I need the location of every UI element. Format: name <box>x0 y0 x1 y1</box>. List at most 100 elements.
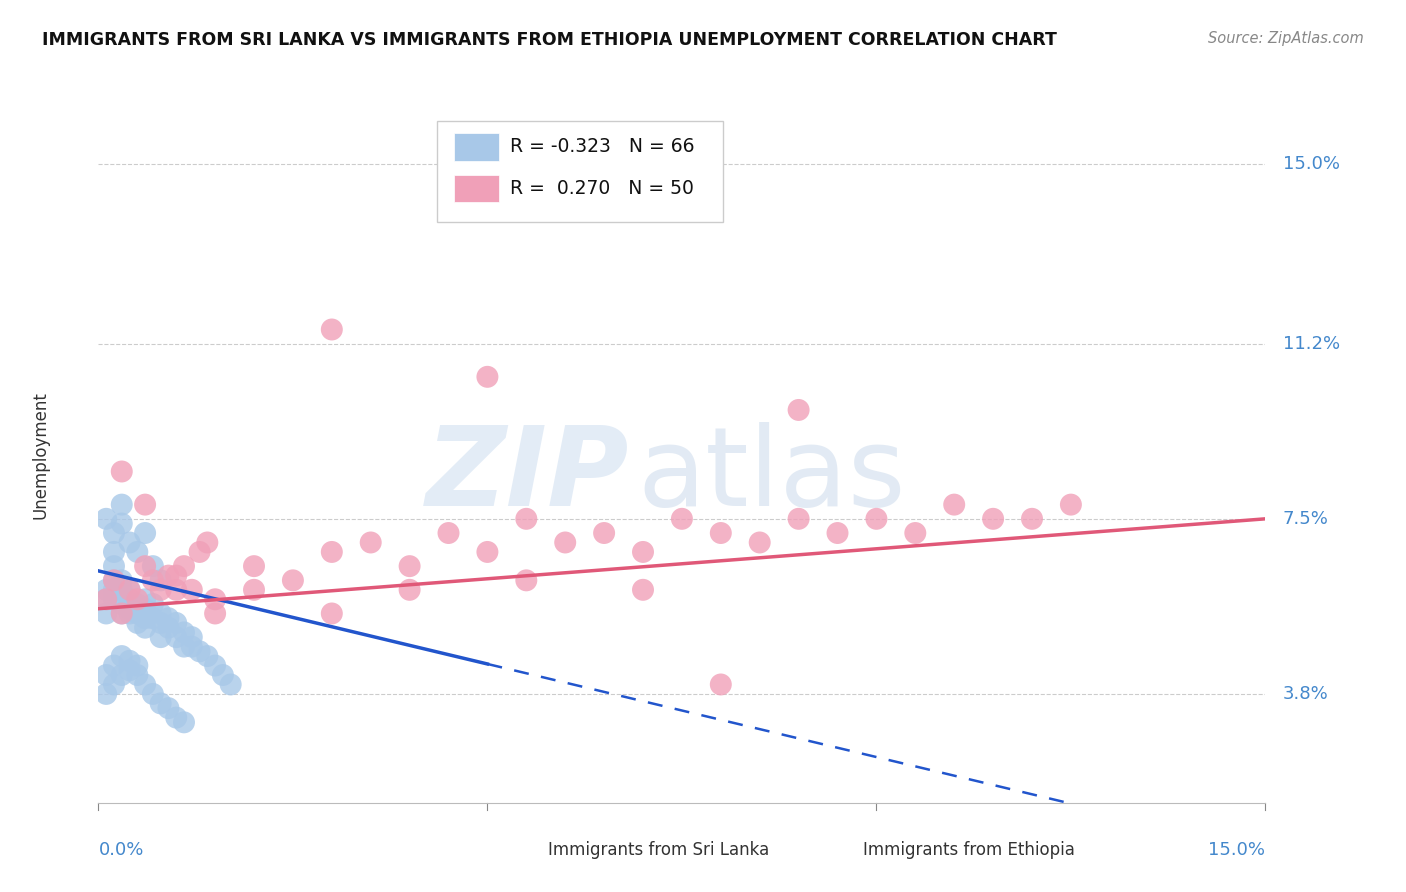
Point <box>165 710 187 724</box>
Point <box>149 574 172 588</box>
Point <box>904 526 927 541</box>
Point <box>96 687 118 701</box>
Point <box>127 668 149 682</box>
Point <box>96 607 118 621</box>
Text: R =  0.270   N = 50: R = 0.270 N = 50 <box>510 179 695 198</box>
Point <box>321 607 343 621</box>
Text: 15.0%: 15.0% <box>1282 155 1340 173</box>
Point <box>134 559 156 574</box>
Point <box>127 607 149 621</box>
Point <box>118 582 141 597</box>
Point <box>111 574 134 588</box>
Point <box>103 658 125 673</box>
Point <box>204 592 226 607</box>
Point <box>165 582 187 597</box>
Point <box>321 545 343 559</box>
Point <box>142 687 165 701</box>
Point <box>173 559 195 574</box>
FancyBboxPatch shape <box>454 175 499 202</box>
Point <box>827 526 849 541</box>
Point <box>134 592 156 607</box>
Point <box>157 568 180 582</box>
Point <box>1060 498 1083 512</box>
Point <box>127 658 149 673</box>
Point <box>943 498 966 512</box>
Point <box>593 526 616 541</box>
Point <box>142 559 165 574</box>
Point <box>96 592 118 607</box>
Text: Immigrants from Ethiopia: Immigrants from Ethiopia <box>863 841 1074 859</box>
Text: Immigrants from Sri Lanka: Immigrants from Sri Lanka <box>548 841 769 859</box>
FancyBboxPatch shape <box>815 840 851 860</box>
FancyBboxPatch shape <box>437 121 723 222</box>
Point <box>165 615 187 630</box>
Point <box>157 621 180 635</box>
Point <box>134 601 156 615</box>
Point <box>173 625 195 640</box>
Point <box>321 322 343 336</box>
Point <box>398 559 420 574</box>
Point <box>103 592 125 607</box>
Point <box>180 640 202 654</box>
Point <box>188 545 211 559</box>
Point <box>127 615 149 630</box>
Point <box>554 535 576 549</box>
Point <box>134 621 156 635</box>
Point <box>103 559 125 574</box>
Point <box>165 630 187 644</box>
Point <box>748 535 770 549</box>
Point <box>134 498 156 512</box>
Point <box>787 403 810 417</box>
Text: R = -0.323   N = 66: R = -0.323 N = 66 <box>510 137 695 156</box>
Point <box>103 574 125 588</box>
FancyBboxPatch shape <box>501 840 536 860</box>
Point <box>243 559 266 574</box>
Point <box>103 545 125 559</box>
Point <box>477 369 499 384</box>
Point <box>96 668 118 682</box>
Point <box>173 640 195 654</box>
Point <box>398 582 420 597</box>
Point <box>96 582 118 597</box>
Point <box>111 582 134 597</box>
Point <box>157 701 180 715</box>
Point <box>671 512 693 526</box>
Point <box>96 512 118 526</box>
Point <box>188 644 211 658</box>
Text: Source: ZipAtlas.com: Source: ZipAtlas.com <box>1208 31 1364 46</box>
Point <box>111 607 134 621</box>
Text: ZIP: ZIP <box>426 422 630 529</box>
Point <box>142 597 165 611</box>
Point <box>360 535 382 549</box>
FancyBboxPatch shape <box>454 133 499 161</box>
Point <box>195 535 218 549</box>
Point <box>149 582 172 597</box>
Point <box>437 526 460 541</box>
Point <box>134 611 156 625</box>
Point <box>865 512 887 526</box>
Point <box>118 663 141 677</box>
Point <box>134 526 156 541</box>
Point <box>173 715 195 730</box>
Point <box>1021 512 1043 526</box>
Point <box>111 607 134 621</box>
Point <box>127 545 149 559</box>
Point <box>515 574 537 588</box>
Point <box>127 592 149 607</box>
Point <box>142 574 165 588</box>
Point <box>204 607 226 621</box>
Point <box>219 677 242 691</box>
Point <box>710 526 733 541</box>
Text: IMMIGRANTS FROM SRI LANKA VS IMMIGRANTS FROM ETHIOPIA UNEMPLOYMENT CORRELATION C: IMMIGRANTS FROM SRI LANKA VS IMMIGRANTS … <box>42 31 1057 49</box>
Point <box>134 677 156 691</box>
Point <box>710 677 733 691</box>
Point <box>165 568 187 582</box>
Text: Unemployment: Unemployment <box>31 391 49 519</box>
Point <box>195 649 218 664</box>
Point <box>118 607 141 621</box>
Point <box>149 615 172 630</box>
Point <box>96 592 118 607</box>
Point <box>118 601 141 615</box>
Point <box>149 630 172 644</box>
Point <box>180 630 202 644</box>
